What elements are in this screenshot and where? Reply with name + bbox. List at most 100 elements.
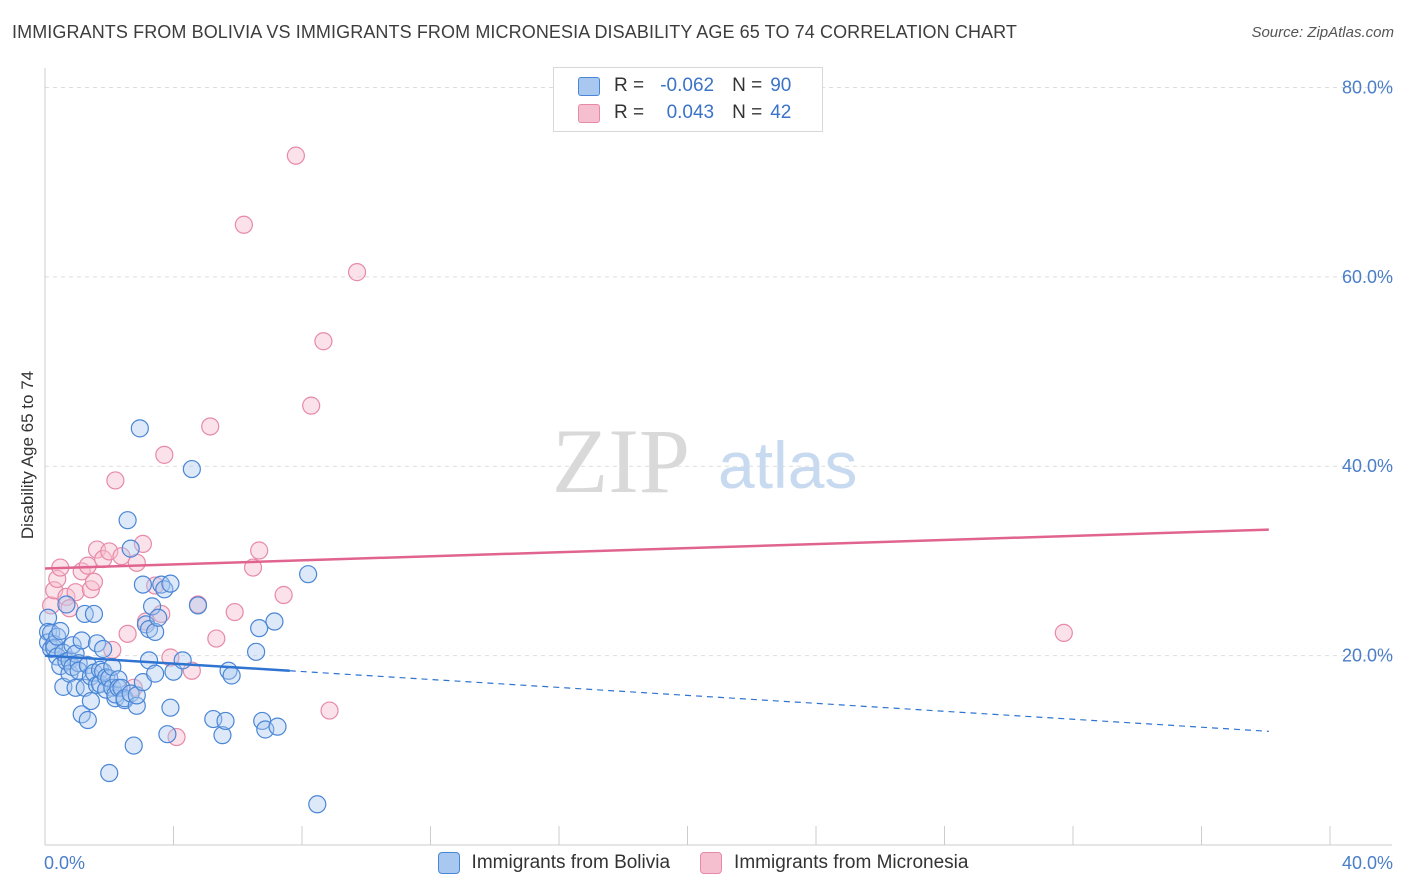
- bolivia-legend-icon: [437, 852, 460, 874]
- y-tick-label: 20.0%: [1342, 646, 1393, 666]
- grid-lines: [45, 86, 1392, 657]
- bolivia-point: [299, 565, 318, 584]
- micronesia-point: [201, 417, 220, 436]
- micronesia-swatch-icon: [578, 103, 600, 123]
- bolivia-point: [188, 596, 208, 615]
- bolivia-point: [222, 666, 241, 685]
- legend-r-label: R =: [614, 102, 645, 123]
- x-tick-label: 0.0%: [44, 853, 85, 873]
- bolivia-point: [38, 608, 58, 627]
- bolivia-point: [124, 736, 143, 755]
- bolivia-point: [216, 711, 235, 731]
- bolivia-point: [308, 795, 327, 814]
- bolivia-point: [94, 639, 113, 659]
- chart-source: Source: ZipAtlas.com: [1251, 24, 1394, 41]
- legend-r-value-micronesia: 0.043: [666, 102, 715, 123]
- legend-n-label: N =: [732, 102, 763, 123]
- micronesia-point: [207, 629, 226, 648]
- bolivia-point: [130, 419, 149, 438]
- micronesia-point: [320, 701, 339, 720]
- bolivia-point: [182, 459, 201, 479]
- micronesia-trend-line: [44, 528, 1269, 570]
- legend-row-micronesia: R = 0.043 N = 42: [578, 100, 791, 126]
- bolivia-point: [158, 725, 177, 744]
- bolivia-point: [81, 691, 100, 711]
- bolivia-point: [100, 763, 119, 783]
- bolivia-point: [72, 631, 91, 650]
- bolivia-point: [57, 595, 76, 614]
- bolivia-point: [161, 698, 180, 717]
- bolivia-point: [268, 717, 287, 736]
- bolivia-point: [51, 621, 70, 641]
- bolivia-point: [133, 575, 153, 594]
- tick-labels: 20.0% 40.0% 60.0% 80.0% 0.0% 40.0%: [44, 77, 1393, 873]
- bolivia-point: [127, 686, 146, 705]
- micronesia-point: [48, 569, 67, 589]
- axes: [44, 68, 1392, 846]
- bolivia-point: [84, 604, 104, 624]
- bolivia-point: [149, 608, 168, 627]
- correlation-legend: R = -0.062 N = 90 R = 0.043 N = 42: [553, 67, 823, 132]
- bolivia-point: [127, 696, 146, 715]
- bolivia-point: [118, 511, 137, 530]
- micronesia-point: [84, 572, 104, 591]
- micronesia-point: [243, 558, 263, 577]
- y-tick-label: 60.0%: [1342, 267, 1393, 287]
- legend-n-value-bolivia: 90: [770, 75, 792, 96]
- micronesia-point: [225, 602, 244, 622]
- trend-lines: [44, 528, 1269, 732]
- bolivia-point: [213, 726, 232, 745]
- x-tick-label: 40.0%: [1342, 853, 1393, 873]
- chart-title: IMMIGRANTS FROM BOLIVIA VS IMMIGRANTS FR…: [12, 22, 1018, 42]
- micronesia-point: [314, 332, 333, 351]
- watermark-atlas: atlas: [718, 428, 857, 502]
- micronesia-point: [66, 583, 85, 602]
- bolivia-point: [247, 642, 266, 661]
- micronesia-point: [182, 661, 201, 680]
- bolivia-trend-extension: [289, 670, 1269, 732]
- legend-item-bolivia[interactable]: Immigrants from Bolivia: [437, 852, 671, 874]
- bolivia-point: [146, 664, 165, 683]
- watermark: ZIP atlas: [552, 410, 857, 512]
- micronesia-point: [250, 541, 269, 560]
- micronesia-point: [302, 396, 321, 415]
- y-tick-label: 40.0%: [1342, 456, 1393, 476]
- micronesia-legend-icon: [700, 852, 723, 874]
- legend-r-label: R =: [614, 75, 645, 96]
- bolivia-swatch-icon: [578, 76, 600, 96]
- legend-item-micronesia[interactable]: Immigrants from Micronesia: [700, 852, 968, 874]
- micronesia-point: [155, 445, 174, 464]
- micronesia-point: [112, 547, 131, 566]
- legend-label-micronesia: Immigrants from Micronesia: [734, 852, 969, 873]
- micronesia-point: [274, 585, 293, 605]
- micronesia-point: [118, 624, 137, 643]
- legend-label-bolivia: Immigrants from Bolivia: [471, 852, 671, 873]
- micronesia-point: [57, 587, 76, 607]
- legend-r-value-bolivia: -0.062: [660, 75, 715, 96]
- bolivia-point: [173, 651, 192, 670]
- bolivia-point: [78, 710, 97, 730]
- micronesia-point: [1054, 623, 1073, 642]
- series-bolivia-points: [38, 419, 327, 814]
- micronesia-point: [234, 215, 253, 234]
- legend-row-bolivia: R = -0.062 N = 90: [578, 73, 791, 99]
- bolivia-point: [250, 619, 269, 638]
- bolivia-point: [265, 612, 284, 631]
- micronesia-point: [106, 471, 125, 490]
- micronesia-point: [78, 556, 97, 575]
- bolivia-point: [161, 574, 180, 593]
- bolivia-point: [121, 539, 140, 558]
- watermark-zip: ZIP: [552, 410, 690, 512]
- legend-n-value-micronesia: 42: [770, 102, 792, 123]
- bolivia-point: [75, 604, 94, 624]
- bolivia-point: [142, 597, 162, 616]
- micronesia-point: [286, 146, 305, 165]
- bolivia-point: [146, 622, 165, 642]
- y-axis-title: Disability Age 65 to 74: [18, 371, 37, 539]
- legend-n-label: N =: [732, 75, 763, 96]
- bolivia-point: [48, 627, 67, 646]
- y-tick-label: 80.0%: [1342, 77, 1393, 97]
- micronesia-point: [347, 263, 367, 282]
- bolivia-trend-line: [44, 654, 290, 673]
